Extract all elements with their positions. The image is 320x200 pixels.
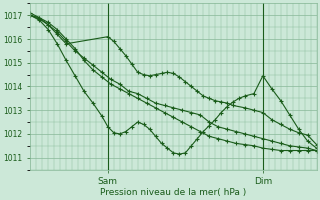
X-axis label: Pression niveau de la mer( hPa ): Pression niveau de la mer( hPa )	[100, 188, 247, 197]
